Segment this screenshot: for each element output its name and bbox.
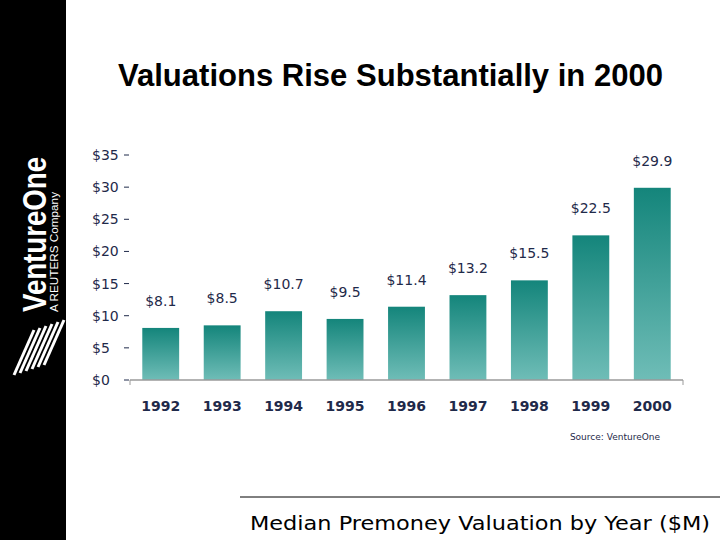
- logo-stripe: [38, 322, 58, 367]
- bar: [388, 307, 425, 380]
- x-tick-label: 1998: [510, 398, 549, 414]
- y-tick-label: $5: [92, 340, 110, 356]
- x-tick-label: 1997: [448, 398, 487, 414]
- data-labels: $8.1 $8.5 $10.7 $9.5 $11.4 $13.2 $15.5 $22.5 $29…: [145, 153, 672, 309]
- bars: [142, 188, 670, 380]
- x-axis-line: [130, 379, 683, 381]
- x-axis-end: [130, 380, 131, 385]
- y-tick-label: $0: [92, 372, 110, 388]
- logo-stripe: [44, 320, 64, 365]
- y-tick-label: $30: [92, 179, 119, 195]
- y-tick: [124, 219, 129, 220]
- y-axis: $0 $5 $10 $15 $20 $25 $30 $35: [92, 147, 129, 388]
- x-tick-label: 1996: [387, 398, 426, 414]
- x-tick-label: 2000: [633, 398, 672, 414]
- source: Source: VentureOne: [570, 432, 661, 442]
- data-label: $9.5: [329, 284, 360, 300]
- y-tick: [124, 347, 129, 348]
- caption: Median Premoney Valuation by Year ($M): [250, 512, 710, 534]
- bar: [327, 319, 364, 380]
- brand-tagline: A REUTERS Company: [48, 191, 60, 312]
- x-tick-label: 1992: [141, 398, 180, 414]
- y-tick-label: $25: [92, 211, 119, 227]
- x-tick-label: 1995: [326, 398, 365, 414]
- y-tick: [124, 155, 129, 156]
- y-tick-label: $35: [92, 147, 119, 163]
- x-axis: 1992 1993 1994 1995 1996 1997 1998 1999 2000: [141, 398, 672, 414]
- data-label: $8.5: [207, 290, 238, 306]
- logo-stripe: [32, 324, 52, 369]
- data-label: $29.9: [632, 153, 672, 169]
- data-label: $22.5: [571, 200, 611, 216]
- x-axis-end: [683, 380, 684, 385]
- bar: [572, 235, 609, 380]
- y-tick-label: $20: [92, 243, 119, 259]
- data-label: $15.5: [509, 245, 549, 261]
- data-label: $10.7: [264, 276, 304, 292]
- title: Valuations Rise Substantially in 2000: [118, 58, 663, 93]
- data-label: $11.4: [386, 272, 426, 288]
- brand-band: [0, 0, 66, 540]
- bar: [204, 325, 241, 380]
- x-tick-label: 1993: [203, 398, 242, 414]
- caption-rule: [240, 497, 720, 498]
- bar: [142, 328, 179, 380]
- data-label: $8.1: [145, 293, 176, 309]
- y-tick: [124, 283, 129, 284]
- x-tick-label: 1999: [571, 398, 610, 414]
- chart: VentureOneA REUTERS CompanyValuations Ri…: [0, 0, 720, 540]
- y-tick: [124, 251, 129, 252]
- y-tick: [124, 315, 129, 316]
- data-label: $13.2: [448, 260, 488, 276]
- bar: [265, 311, 302, 380]
- y-tick: [124, 380, 129, 381]
- y-tick-label: $10: [92, 308, 119, 324]
- y-tick: [124, 187, 129, 188]
- y-tick-label: $15: [92, 276, 119, 292]
- x-tick-label: 1994: [264, 398, 303, 414]
- bar: [634, 188, 671, 380]
- bar: [450, 295, 487, 380]
- brand-logo: [14, 320, 64, 375]
- bar: [511, 280, 548, 380]
